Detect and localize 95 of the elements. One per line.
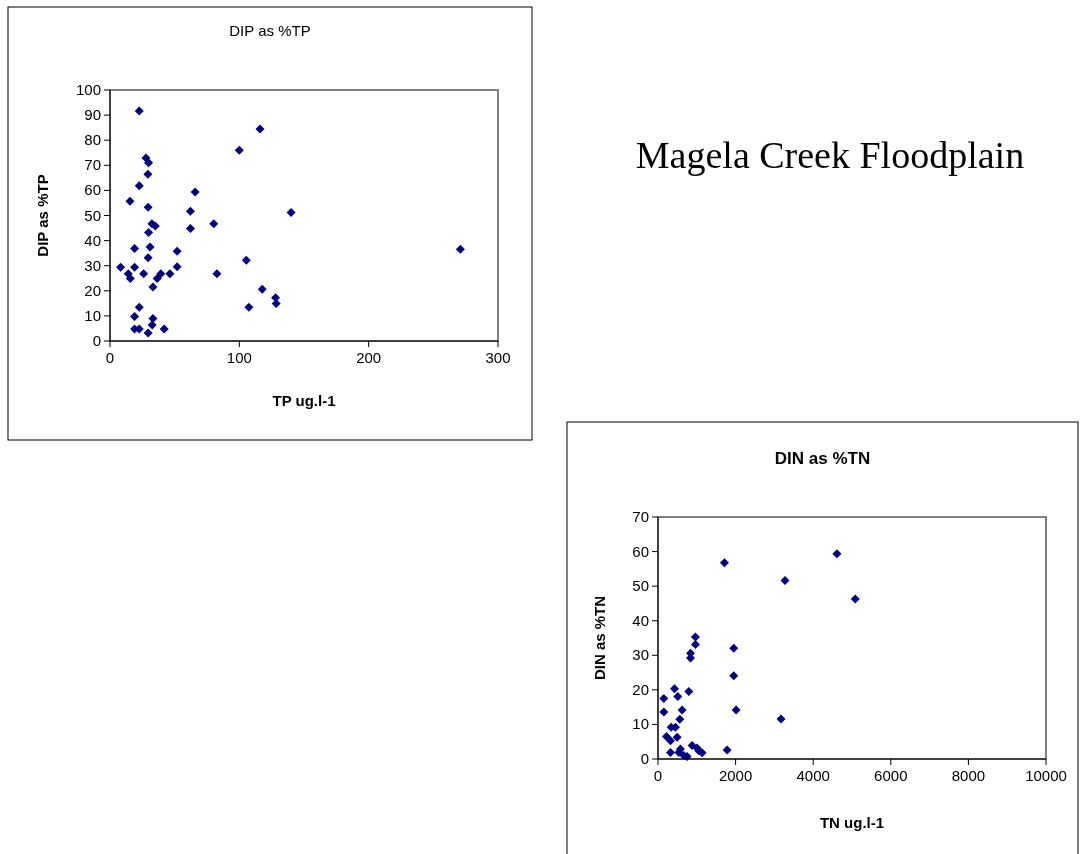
point	[675, 714, 685, 724]
x-tick-label: 4000	[796, 767, 830, 784]
text: Magela Creek Floodplain	[635, 134, 1025, 176]
y-tick-label: 0	[640, 750, 649, 767]
point	[271, 299, 281, 309]
point	[148, 282, 158, 292]
point	[212, 269, 222, 279]
point	[257, 284, 267, 294]
point	[780, 576, 790, 586]
point	[130, 311, 140, 321]
point	[234, 145, 244, 155]
chart-title: DIN as %TN	[774, 449, 871, 468]
x-tick-label: 200	[356, 349, 382, 366]
y-tick-label: 60	[632, 542, 649, 560]
point	[665, 747, 675, 757]
point	[130, 243, 140, 253]
x-axis-title: TP ug.l-1	[272, 392, 336, 409]
point	[255, 124, 265, 134]
x-tick-label: 300	[485, 349, 511, 366]
point	[172, 262, 182, 272]
point	[159, 324, 169, 334]
point	[665, 736, 675, 746]
point	[116, 262, 126, 272]
point	[134, 106, 144, 116]
y-tick-label: 40	[632, 611, 649, 629]
point	[455, 244, 465, 254]
y-tick-label: 30	[84, 256, 101, 274]
point	[684, 687, 694, 697]
point	[659, 707, 669, 717]
point	[690, 640, 700, 650]
x-tick-label: 0	[653, 767, 663, 784]
point	[832, 549, 842, 559]
point	[144, 228, 154, 238]
point	[719, 558, 729, 568]
point	[143, 328, 153, 338]
point	[139, 269, 149, 279]
x-tick-label: 100	[226, 349, 252, 366]
point	[185, 206, 195, 216]
point	[125, 196, 135, 206]
y-tick-label: 100	[75, 81, 101, 98]
y-tick-label: 10	[84, 306, 101, 324]
y-tick-label: 60	[84, 181, 101, 199]
y-tick-label: 70	[84, 156, 101, 174]
point	[152, 274, 162, 283]
point	[673, 691, 683, 701]
x-tick-label: 2000	[718, 767, 753, 784]
point	[172, 246, 182, 256]
point	[185, 224, 195, 234]
y-tick-label: 0	[92, 332, 101, 349]
x-tick-label: 0	[105, 349, 115, 366]
point	[144, 158, 154, 168]
point	[148, 313, 158, 323]
point	[850, 594, 860, 604]
x-tick-label: 8000	[951, 767, 986, 784]
y-axis-title: DIN as %TN	[591, 595, 608, 681]
y-tick-label: 20	[84, 281, 101, 299]
y-tick-label: 80	[84, 131, 101, 149]
point	[134, 181, 144, 191]
y-tick-label: 50	[632, 577, 649, 595]
point	[190, 187, 200, 197]
point	[729, 643, 739, 653]
point	[209, 219, 219, 229]
point	[244, 302, 254, 312]
point	[130, 262, 140, 272]
point	[134, 302, 144, 312]
y-tick-label: 70	[632, 508, 649, 525]
point	[690, 632, 700, 642]
point	[776, 714, 786, 724]
point	[286, 207, 296, 217]
point	[672, 732, 682, 742]
y-tick-label: 40	[84, 231, 101, 249]
point	[731, 705, 741, 715]
point	[659, 694, 669, 703]
point	[722, 745, 732, 755]
point	[147, 320, 157, 330]
point	[143, 253, 153, 263]
y-tick-label: 90	[84, 106, 101, 124]
y-tick-label: 30	[632, 646, 649, 664]
y-tick-label: 50	[84, 206, 101, 224]
x-tick-label: 10000	[1025, 767, 1067, 784]
point	[677, 705, 687, 715]
point	[669, 684, 679, 694]
point	[165, 269, 175, 279]
y-tick-label: 20	[632, 680, 649, 698]
point	[145, 242, 155, 252]
point	[143, 169, 153, 179]
point	[125, 274, 135, 283]
y-tick-label: 10	[632, 715, 649, 733]
point	[729, 671, 739, 681]
point	[241, 255, 251, 265]
point	[143, 202, 153, 212]
chart-title: DIP as %TP	[229, 22, 311, 39]
x-axis-title: TN ug.l-1	[819, 814, 885, 831]
y-axis-title: DIP as %TP	[34, 174, 51, 257]
x-tick-label: 6000	[874, 767, 908, 784]
